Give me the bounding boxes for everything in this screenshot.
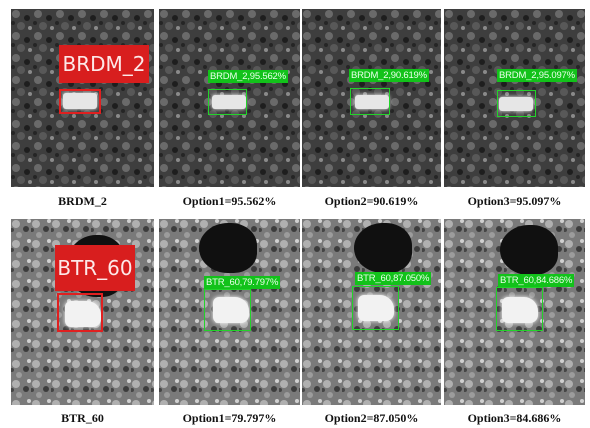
vehicle-shape	[65, 301, 101, 327]
caption-row1-ground-truth: BRDM_2	[58, 194, 107, 208]
detection-label: BTR_60,87.050%	[355, 272, 432, 285]
detection-box	[350, 88, 390, 115]
caption-row2-ground-truth: BTR_60	[61, 411, 104, 425]
detection-label: BRDM_2,95.562%	[208, 70, 288, 83]
detection-label: BRDM_2,90.619%	[349, 69, 429, 82]
vehicle-shape	[63, 93, 97, 109]
caption-row2-option3: Option3=84.686%	[467, 411, 562, 425]
image-row1-option2: BRDM_2,90.619%	[302, 9, 441, 187]
shadow-shape	[354, 223, 412, 273]
detection-label: BTR_60,84.686%	[498, 274, 575, 287]
vehicle-shape	[358, 295, 394, 321]
caption-row1-option3: Option3=95.097%	[467, 194, 562, 208]
vehicle-shape	[499, 97, 533, 111]
ground-truth-label: BTR_60	[55, 245, 135, 291]
vehicle-shape	[355, 95, 389, 109]
detection-box	[352, 286, 399, 330]
ground-truth-box	[57, 293, 103, 332]
vehicle-shape	[502, 297, 538, 323]
image-row2-ground-truth: BTR_60	[11, 219, 154, 405]
vehicle-shape	[213, 297, 249, 323]
image-row1-ground-truth: BRDM_2	[11, 9, 154, 187]
detection-box	[208, 89, 247, 115]
caption-row2-option1: Option1=79.797%	[182, 411, 277, 425]
detection-box	[497, 90, 536, 117]
shadow-shape	[500, 225, 558, 275]
detection-box	[204, 289, 251, 331]
ground-truth-label: BRDM_2	[59, 45, 149, 83]
ground-truth-box	[59, 89, 101, 114]
image-row2-option1: BTR_60,79.797%	[159, 219, 300, 405]
image-row2-option3: BTR_60,84.686%	[444, 219, 585, 405]
caption-row2-option2: Option2=87.050%	[324, 411, 419, 425]
vehicle-shape	[212, 95, 246, 109]
caption-row1-option2: Option2=90.619%	[324, 194, 419, 208]
detection-label: BTR_60,79.797%	[204, 276, 281, 289]
detection-box	[496, 287, 543, 331]
image-row2-option2: BTR_60,87.050%	[302, 219, 441, 405]
image-row1-option1: BRDM_2,95.562%	[159, 9, 300, 187]
shadow-shape	[199, 223, 257, 273]
caption-row1-option1: Option1=95.562%	[182, 194, 277, 208]
image-row1-option3: BRDM_2,95.097%	[444, 9, 585, 187]
detection-label: BRDM_2,95.097%	[497, 69, 577, 82]
